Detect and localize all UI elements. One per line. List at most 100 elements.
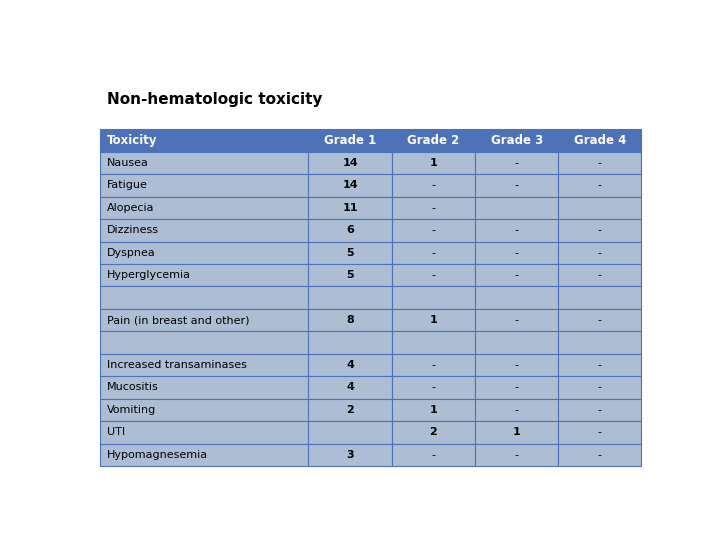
Bar (100, 152, 308, 174)
Text: 5: 5 (346, 248, 354, 258)
Text: -: - (598, 225, 602, 235)
Bar (308, 152, 392, 174)
Text: -: - (598, 158, 602, 168)
Text: -: - (515, 360, 519, 370)
Bar (392, 152, 475, 174)
Text: -: - (515, 270, 519, 280)
Text: 1: 1 (430, 158, 437, 168)
Text: -: - (598, 270, 602, 280)
Text: Vomiting: Vomiting (107, 405, 156, 415)
Text: 1: 1 (430, 405, 437, 415)
Bar (559, 197, 642, 219)
Bar (308, 264, 392, 286)
Text: 2: 2 (346, 405, 354, 415)
Text: 14: 14 (342, 158, 358, 168)
Bar (308, 219, 392, 241)
Bar (100, 421, 308, 443)
Bar (475, 332, 559, 354)
Text: Dizziness: Dizziness (107, 225, 158, 235)
Text: -: - (598, 315, 602, 325)
Text: -: - (515, 450, 519, 460)
Bar (100, 264, 308, 286)
Text: Dyspnea: Dyspnea (107, 248, 156, 258)
Text: 4: 4 (346, 382, 354, 393)
Bar (392, 354, 475, 376)
Text: -: - (431, 450, 436, 460)
Text: -: - (515, 315, 519, 325)
Bar (475, 219, 559, 241)
Text: 11: 11 (342, 203, 358, 213)
Bar (559, 241, 642, 264)
Text: -: - (431, 382, 436, 393)
Bar (100, 174, 308, 197)
Bar (475, 443, 559, 466)
Bar (475, 152, 559, 174)
Text: -: - (431, 270, 436, 280)
Text: -: - (515, 225, 519, 235)
Text: -: - (431, 248, 436, 258)
Text: -: - (515, 248, 519, 258)
Text: Mucositis: Mucositis (107, 382, 158, 393)
Bar (559, 174, 642, 197)
Bar (475, 264, 559, 286)
Text: -: - (515, 180, 519, 191)
Bar (559, 443, 642, 466)
Bar (475, 197, 559, 219)
Text: 6: 6 (346, 225, 354, 235)
Text: 2: 2 (430, 427, 437, 437)
Bar (392, 129, 475, 152)
Bar (308, 376, 392, 399)
Text: Grade 4: Grade 4 (574, 134, 626, 147)
Bar (559, 399, 642, 421)
Bar (475, 376, 559, 399)
Bar (392, 197, 475, 219)
Bar (100, 399, 308, 421)
Text: -: - (515, 405, 519, 415)
Bar (559, 376, 642, 399)
Text: 5: 5 (346, 270, 354, 280)
Bar (100, 129, 308, 152)
Bar (559, 152, 642, 174)
Bar (559, 219, 642, 241)
Text: -: - (515, 158, 519, 168)
Text: -: - (598, 382, 602, 393)
Bar (308, 399, 392, 421)
Bar (559, 421, 642, 443)
Text: Grade 1: Grade 1 (324, 134, 377, 147)
Bar (392, 286, 475, 309)
Bar (475, 309, 559, 332)
Text: -: - (598, 360, 602, 370)
Bar (392, 399, 475, 421)
Bar (475, 286, 559, 309)
Bar (308, 241, 392, 264)
Bar (475, 421, 559, 443)
Bar (559, 286, 642, 309)
Text: Alopecia: Alopecia (107, 203, 154, 213)
Bar (100, 197, 308, 219)
Bar (559, 309, 642, 332)
Text: Increased transaminases: Increased transaminases (107, 360, 247, 370)
Text: Fatigue: Fatigue (107, 180, 148, 191)
Bar (308, 174, 392, 197)
Bar (308, 309, 392, 332)
Text: Nausea: Nausea (107, 158, 148, 168)
Text: 8: 8 (346, 315, 354, 325)
Bar (392, 309, 475, 332)
Bar (308, 197, 392, 219)
Bar (100, 241, 308, 264)
Bar (100, 443, 308, 466)
Text: Hypomagnesemia: Hypomagnesemia (107, 450, 208, 460)
Bar (100, 332, 308, 354)
Bar (308, 421, 392, 443)
Bar (100, 354, 308, 376)
Text: -: - (431, 360, 436, 370)
Bar (475, 129, 559, 152)
Text: Pain (in breast and other): Pain (in breast and other) (107, 315, 249, 325)
Text: -: - (598, 427, 602, 437)
Text: Non-hematologic toxicity: Non-hematologic toxicity (107, 92, 323, 107)
Bar (100, 309, 308, 332)
Text: -: - (431, 225, 436, 235)
Bar (559, 264, 642, 286)
Bar (100, 376, 308, 399)
Text: -: - (598, 248, 602, 258)
